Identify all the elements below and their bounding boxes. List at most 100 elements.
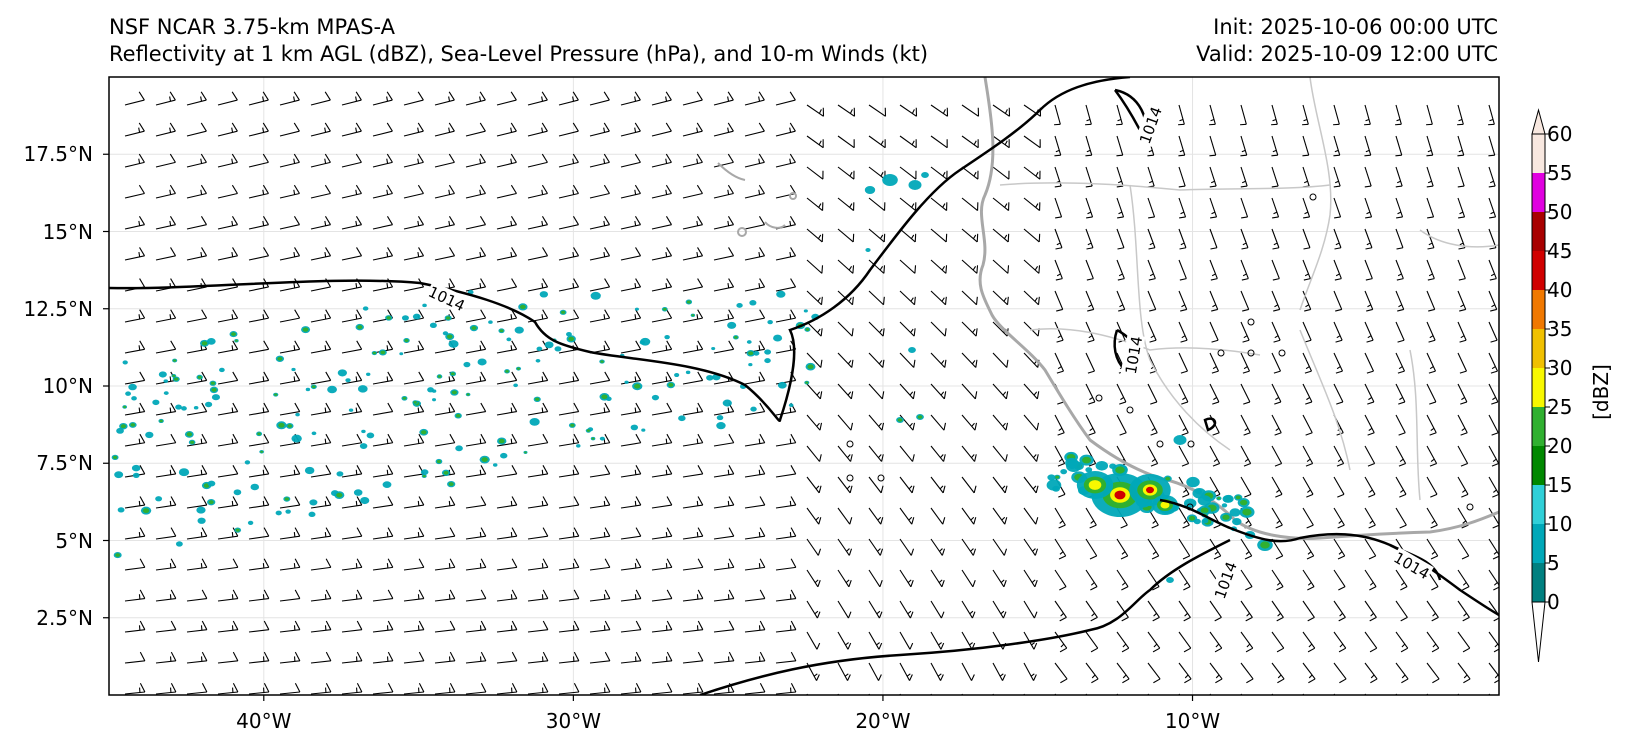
wind-barb <box>496 278 518 292</box>
wind-barb <box>217 433 239 447</box>
wind-barb <box>279 216 300 230</box>
wind-barb <box>1364 135 1372 157</box>
wind-barb <box>589 371 611 385</box>
wind-barb <box>682 402 704 416</box>
wind-barb <box>1085 538 1098 560</box>
wind-barb <box>403 465 425 478</box>
reflectivity-cell <box>764 349 772 355</box>
wind-barb <box>403 216 424 230</box>
wind-barb <box>1209 383 1220 405</box>
wind-barb <box>1364 414 1375 436</box>
wind-barb <box>465 371 487 385</box>
colorbar-tick-label: 30 <box>1547 356 1573 380</box>
wind-barb <box>744 153 765 168</box>
colorbar-tick-label: 10 <box>1547 512 1573 536</box>
reflectivity-cell <box>116 427 124 434</box>
wind-barb <box>589 465 611 478</box>
wind-barb <box>1054 321 1064 343</box>
wind-barb <box>1054 290 1064 312</box>
reflectivity-cell <box>175 404 182 410</box>
wind-barb <box>310 651 332 664</box>
lat-tick-label: 7.5°N <box>36 451 93 476</box>
wind-barb <box>1271 507 1283 529</box>
reflectivity-cell <box>1060 469 1068 475</box>
wind-barb <box>837 321 854 337</box>
wind-barb <box>527 340 549 354</box>
reflectivity-cell <box>327 385 337 394</box>
reflectivity-cell <box>804 380 810 385</box>
wind-barb <box>1271 600 1284 622</box>
wind-barb <box>155 309 177 323</box>
colorbar-segment <box>1532 290 1545 330</box>
wind-barb <box>434 216 455 230</box>
colorbar-segment <box>1532 368 1545 408</box>
wind-barb <box>1116 414 1127 436</box>
lon-tick-label: 20°W <box>855 709 911 733</box>
wind-barb <box>868 352 885 368</box>
wind-barb <box>930 228 948 243</box>
wind-barb <box>620 91 641 106</box>
wind-barb <box>186 153 207 168</box>
wind-barb <box>1085 631 1099 653</box>
wind-barb <box>434 682 456 695</box>
wind-barb <box>1023 414 1040 431</box>
wind-barb <box>558 402 580 416</box>
reflectivity-cell <box>250 483 260 491</box>
reflectivity-cell <box>429 322 437 328</box>
wind-barb <box>1457 166 1465 188</box>
wind-barb <box>465 527 487 540</box>
reflectivity-cell <box>640 337 651 346</box>
lon-tick-label: 30°W <box>545 709 601 733</box>
reflectivity-cell <box>131 464 141 472</box>
colorbar-tick-label: 25 <box>1547 395 1573 419</box>
wind-barb <box>465 216 486 230</box>
reflectivity-cell <box>479 455 490 464</box>
wind-barb <box>775 122 796 137</box>
wind-barb <box>868 631 883 650</box>
reflectivity-cell <box>736 302 743 308</box>
wind-barb <box>186 247 208 261</box>
wind-barb <box>496 340 518 354</box>
reflectivity-cell <box>678 415 686 422</box>
colorbar-tick-label: 0 <box>1547 590 1560 614</box>
wind-barb <box>372 153 393 168</box>
wind-barb <box>775 682 797 695</box>
reflectivity-cell <box>131 396 137 401</box>
wind-barb <box>651 309 673 323</box>
wind-barb <box>775 91 796 106</box>
wind-barb <box>1302 600 1315 622</box>
axis-ticks <box>103 153 1194 701</box>
wind-barb <box>1333 476 1345 498</box>
wind-barb <box>1054 538 1067 560</box>
wind-barb <box>279 91 300 106</box>
wind-barb <box>279 620 301 633</box>
wind-barb <box>1333 135 1341 157</box>
wind-barb <box>217 620 239 633</box>
reflectivity-cell <box>803 309 808 313</box>
wind-barb <box>589 247 611 261</box>
reflectivity-cell <box>599 393 610 401</box>
wind-barb <box>186 216 207 230</box>
wind-barb <box>1426 135 1434 157</box>
wind-barb <box>961 259 979 274</box>
wind-barb <box>868 383 885 400</box>
wind-barb <box>651 184 672 199</box>
wind-barb <box>403 153 424 168</box>
wind-barb <box>713 91 734 106</box>
wind-barb <box>434 433 456 447</box>
wind-barb <box>775 620 797 633</box>
wind-barb <box>806 414 823 431</box>
wind-barb <box>465 402 487 416</box>
wind-barb <box>341 184 362 199</box>
wind-barb <box>837 507 853 525</box>
reflectivity-cell <box>206 338 216 345</box>
wind-barb <box>775 558 797 571</box>
wind-barb <box>1178 197 1187 219</box>
wind-barb <box>620 620 642 633</box>
wind-barb <box>1457 600 1470 622</box>
wind-barb <box>806 631 821 650</box>
wind-barb <box>1457 135 1465 157</box>
wind-barb <box>837 662 851 681</box>
wind-barb <box>527 247 549 261</box>
station-circle <box>846 440 854 448</box>
